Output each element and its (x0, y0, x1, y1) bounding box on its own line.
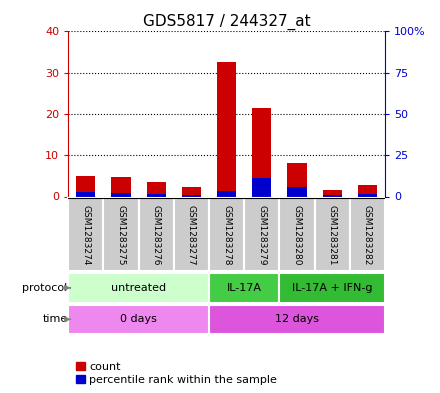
Bar (287, 187, 307, 196)
Bar (111, 193, 131, 196)
Bar (139, 198, 174, 271)
Bar (111, 177, 131, 196)
Bar (217, 62, 236, 196)
Bar (68, 198, 103, 271)
Bar (182, 195, 201, 196)
Bar (76, 192, 95, 196)
Text: 12 days: 12 days (275, 314, 319, 324)
Bar (252, 178, 271, 196)
Text: GSM1283280: GSM1283280 (293, 205, 301, 265)
Bar (147, 193, 166, 196)
Bar (279, 273, 385, 303)
Text: GSM1283274: GSM1283274 (81, 205, 90, 265)
Bar (209, 198, 244, 271)
Text: GSM1283282: GSM1283282 (363, 205, 372, 265)
Bar (358, 193, 377, 196)
Bar (217, 191, 236, 196)
Text: GSM1283279: GSM1283279 (257, 205, 266, 265)
Bar (68, 273, 209, 303)
Bar (174, 198, 209, 271)
Text: GSM1283278: GSM1283278 (222, 205, 231, 265)
Bar (209, 273, 279, 303)
Bar (279, 198, 315, 271)
Bar (103, 198, 139, 271)
Bar (252, 108, 271, 196)
Bar (76, 176, 95, 196)
Text: 0 days: 0 days (120, 314, 157, 324)
Text: time: time (42, 314, 67, 324)
Bar (315, 198, 350, 271)
Text: GSM1283276: GSM1283276 (152, 205, 161, 265)
Bar (209, 305, 385, 334)
Bar (323, 195, 342, 196)
Text: untreated: untreated (111, 283, 166, 293)
Bar (358, 185, 377, 196)
Title: GDS5817 / 244327_at: GDS5817 / 244327_at (143, 14, 310, 30)
Legend: count, percentile rank within the sample: count, percentile rank within the sample (74, 360, 279, 387)
Bar (182, 187, 201, 196)
Text: IL-17A + IFN-g: IL-17A + IFN-g (292, 283, 372, 293)
Text: IL-17A: IL-17A (227, 283, 262, 293)
Bar (147, 182, 166, 196)
Text: GSM1283275: GSM1283275 (117, 205, 125, 265)
Text: protocol: protocol (22, 283, 67, 293)
Text: GSM1283281: GSM1283281 (328, 205, 337, 265)
Bar (244, 198, 279, 271)
Bar (350, 198, 385, 271)
Bar (287, 163, 307, 196)
Bar (323, 190, 342, 196)
Text: GSM1283277: GSM1283277 (187, 205, 196, 265)
Bar (68, 305, 209, 334)
